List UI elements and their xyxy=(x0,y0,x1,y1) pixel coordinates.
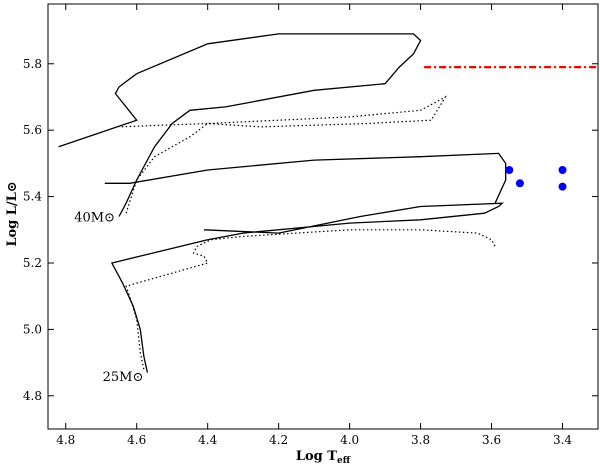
track-1 xyxy=(125,229,496,370)
mass-labels: 40M⊙ 25M⊙ xyxy=(74,211,143,385)
plot-area: 4.8 4.6 4.4 4.2 4.0 3.8 3.6 3.4 4.8 5.0 5.2 5.4 5.6… xyxy=(23,3,599,447)
star-point xyxy=(558,182,567,191)
y-tick-label: 5.0 xyxy=(23,322,42,336)
star-point xyxy=(505,166,514,175)
x-tick-label: 3.4 xyxy=(553,433,572,447)
star-point xyxy=(558,166,567,175)
track-2 xyxy=(58,33,422,217)
x-tick-label: 3.8 xyxy=(411,433,430,447)
star-point-label: A xyxy=(569,179,575,188)
y-axis-label: Log L/L⊙ xyxy=(5,181,20,246)
star-point-label: B xyxy=(569,162,575,171)
star-point-label: C xyxy=(526,175,532,184)
x-tick-label: 4.2 xyxy=(269,433,288,447)
plot-frame xyxy=(47,3,599,430)
y-tick-label: 5.8 xyxy=(23,57,42,71)
track-0 xyxy=(110,202,504,373)
track-3 xyxy=(104,152,507,204)
x-tick-label: 4.6 xyxy=(127,433,146,447)
x-axis-ticks: 4.8 4.6 4.4 4.2 4.0 3.8 3.6 3.4 xyxy=(56,4,572,447)
track-4 xyxy=(118,95,448,214)
x-tick-label: 4.0 xyxy=(340,433,359,447)
star-points: VY CMa C BA xyxy=(505,162,575,191)
x-axis-label: Log Teff xyxy=(296,449,351,465)
y-tick-label: 4.8 xyxy=(23,389,42,403)
evolution-tracks xyxy=(58,33,598,373)
y-tick-label: 5.2 xyxy=(23,256,42,270)
mass-annotation: 25M⊙ xyxy=(103,370,144,385)
y-tick-label: 5.6 xyxy=(23,123,42,137)
star-point xyxy=(515,179,524,188)
x-tick-label: 4.8 xyxy=(56,433,75,447)
star-point-label: VY CMa xyxy=(515,162,545,171)
mass-annotation: 40M⊙ xyxy=(74,211,115,226)
y-axis-ticks: 4.8 5.0 5.2 5.4 5.6 5.8 xyxy=(23,57,598,403)
x-tick-label: 4.4 xyxy=(198,433,217,447)
y-tick-label: 5.4 xyxy=(23,190,42,204)
x-tick-label: 3.6 xyxy=(482,433,501,447)
